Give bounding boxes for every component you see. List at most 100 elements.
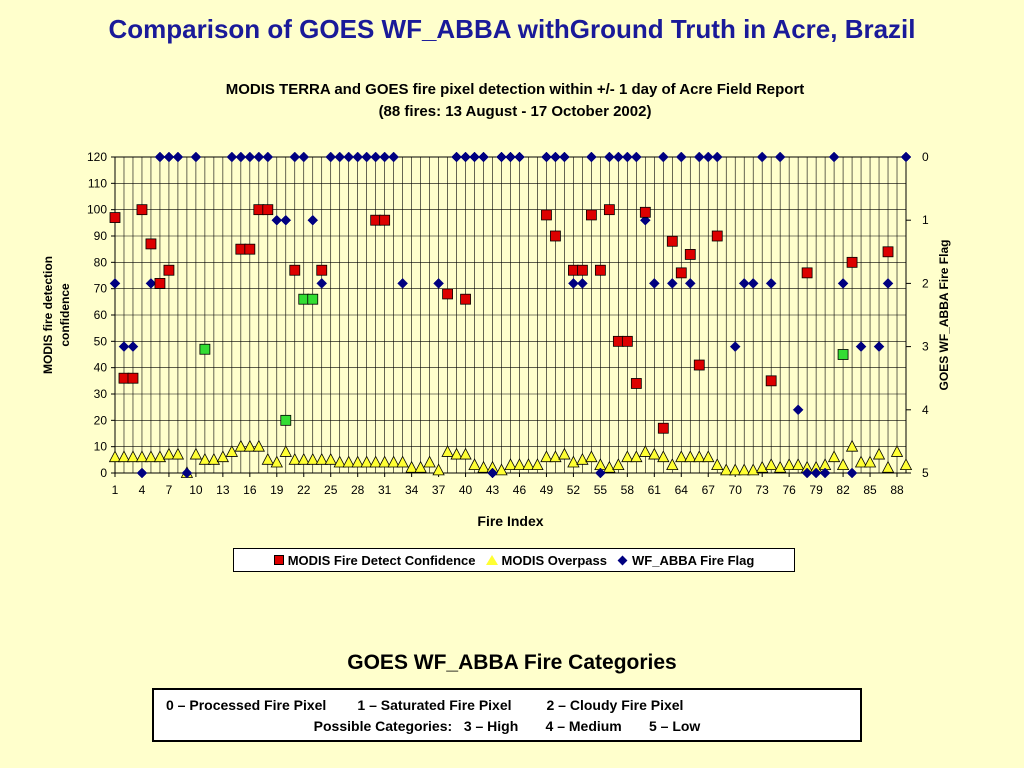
x-tick-label: 82 xyxy=(836,483,850,497)
fire-flag-point xyxy=(307,214,319,226)
fire-flag-point xyxy=(648,278,660,289)
overpass-point xyxy=(378,455,391,468)
y-axis-label: MODIS fire detection confidence xyxy=(41,256,72,374)
fire-flag-point xyxy=(361,151,373,163)
overpass-point xyxy=(198,452,212,465)
confidence-point xyxy=(145,238,157,250)
x-tick-label: 19 xyxy=(270,483,284,497)
overpass-point xyxy=(522,458,535,471)
overpass-point xyxy=(171,447,185,460)
fire-flag-point xyxy=(630,151,642,163)
legend-item-confidence: MODIS Fire Detect Confidence xyxy=(273,552,476,568)
overpass-point xyxy=(899,458,913,471)
overpass-point xyxy=(630,450,643,463)
fire-flag-point xyxy=(873,341,885,352)
fire-flag-point xyxy=(855,341,867,352)
fire-flag-point xyxy=(460,151,471,163)
fire-flag-point xyxy=(846,467,858,479)
overpass-point xyxy=(432,463,445,476)
confidence-point xyxy=(801,267,813,279)
overpass-point xyxy=(414,460,427,473)
fire-flag-point xyxy=(118,341,130,352)
fire-flag-point xyxy=(253,151,265,163)
overpass-point xyxy=(738,463,751,476)
overpass-point xyxy=(513,458,526,471)
confidence-point xyxy=(585,209,597,221)
confidence-point xyxy=(199,343,211,355)
overpass-point xyxy=(773,460,787,473)
confidence-point xyxy=(118,372,130,384)
confidence-point xyxy=(127,372,139,384)
fire-flag-point xyxy=(469,151,480,163)
confidence-point xyxy=(307,293,319,305)
confidence-point xyxy=(603,204,615,216)
red-square-icon xyxy=(273,555,284,565)
fire-flag-point xyxy=(136,467,148,479)
x-tick-label: 31 xyxy=(378,483,392,497)
fire-flag-point xyxy=(154,151,166,163)
overpass-point xyxy=(423,455,436,468)
overpass-point xyxy=(531,458,544,471)
fire-flag-point xyxy=(595,467,606,479)
fire-flag-point xyxy=(370,151,382,163)
legend-item-overpass: MODIS Overpass xyxy=(485,553,607,568)
y-tick-label: 80 xyxy=(94,255,108,269)
x-tick-label: 4 xyxy=(139,483,146,497)
fire-flag-point xyxy=(900,151,912,163)
categories-line-2: Possible Categories: 3 – High 4 – Medium… xyxy=(313,718,701,734)
overpass-point xyxy=(234,439,248,452)
overpass-point xyxy=(836,458,850,471)
overpass-point xyxy=(666,458,679,471)
confidence-point xyxy=(136,204,148,216)
overpass-point xyxy=(702,450,715,463)
fire-flag-point xyxy=(586,151,597,163)
fire-flag-point xyxy=(190,151,202,163)
overpass-point xyxy=(549,450,562,463)
confidence-point xyxy=(379,214,391,226)
x-tick-label: 61 xyxy=(648,483,662,497)
x-tick-label: 49 xyxy=(540,483,554,497)
overpass-point xyxy=(324,452,337,465)
confidence-point xyxy=(460,293,471,305)
x-tick-label: 10 xyxy=(189,483,203,497)
categories-line-1: 0 – Processed Fire Pixel 1 – Saturated F… xyxy=(166,697,684,713)
fire-flag-point xyxy=(109,278,121,289)
overpass-point xyxy=(153,450,167,463)
legend-label-confidence: MODIS Fire Detect Confidence xyxy=(287,552,476,568)
x-tick-label: 70 xyxy=(729,483,743,497)
y-tick-label: 0 xyxy=(100,466,107,480)
overpass-point xyxy=(468,458,481,471)
y2-tick-label: 2 xyxy=(922,276,929,290)
confidence-point xyxy=(541,209,552,221)
fire-flag-point xyxy=(172,151,184,163)
x-tick-label: 40 xyxy=(459,483,473,497)
overpass-point xyxy=(540,450,553,463)
overpass-point xyxy=(126,450,140,463)
overpass-point xyxy=(306,452,319,465)
fire-flag-point xyxy=(505,151,516,163)
x-tick-label: 46 xyxy=(513,483,527,497)
overpass-point xyxy=(756,460,769,473)
fire-flag-point xyxy=(280,214,292,226)
y-tick-label: 50 xyxy=(94,334,108,348)
confidence-point xyxy=(675,267,687,279)
y2-tick-label: 5 xyxy=(922,466,929,480)
fire-flag-point xyxy=(711,151,723,163)
fire-flag-point xyxy=(774,151,786,163)
fire-flag-point xyxy=(244,151,256,163)
overpass-point xyxy=(576,452,589,465)
overpass-point xyxy=(297,452,310,465)
overpass-point xyxy=(495,463,508,476)
confidence-point xyxy=(577,264,588,276)
fire-flag-point xyxy=(343,151,355,163)
overpass-point xyxy=(279,445,292,457)
x-tick-label: 43 xyxy=(486,483,500,497)
fire-flag-point xyxy=(666,278,678,289)
marks-layer xyxy=(108,151,913,479)
y-axis-label-line: confidence xyxy=(58,283,72,347)
x-tick-label: 13 xyxy=(216,483,230,497)
confidence-point xyxy=(666,235,678,247)
fire-flag-point xyxy=(882,278,894,289)
y2-axis-label: GOES WF_ABBA Fire Flag xyxy=(937,240,951,391)
